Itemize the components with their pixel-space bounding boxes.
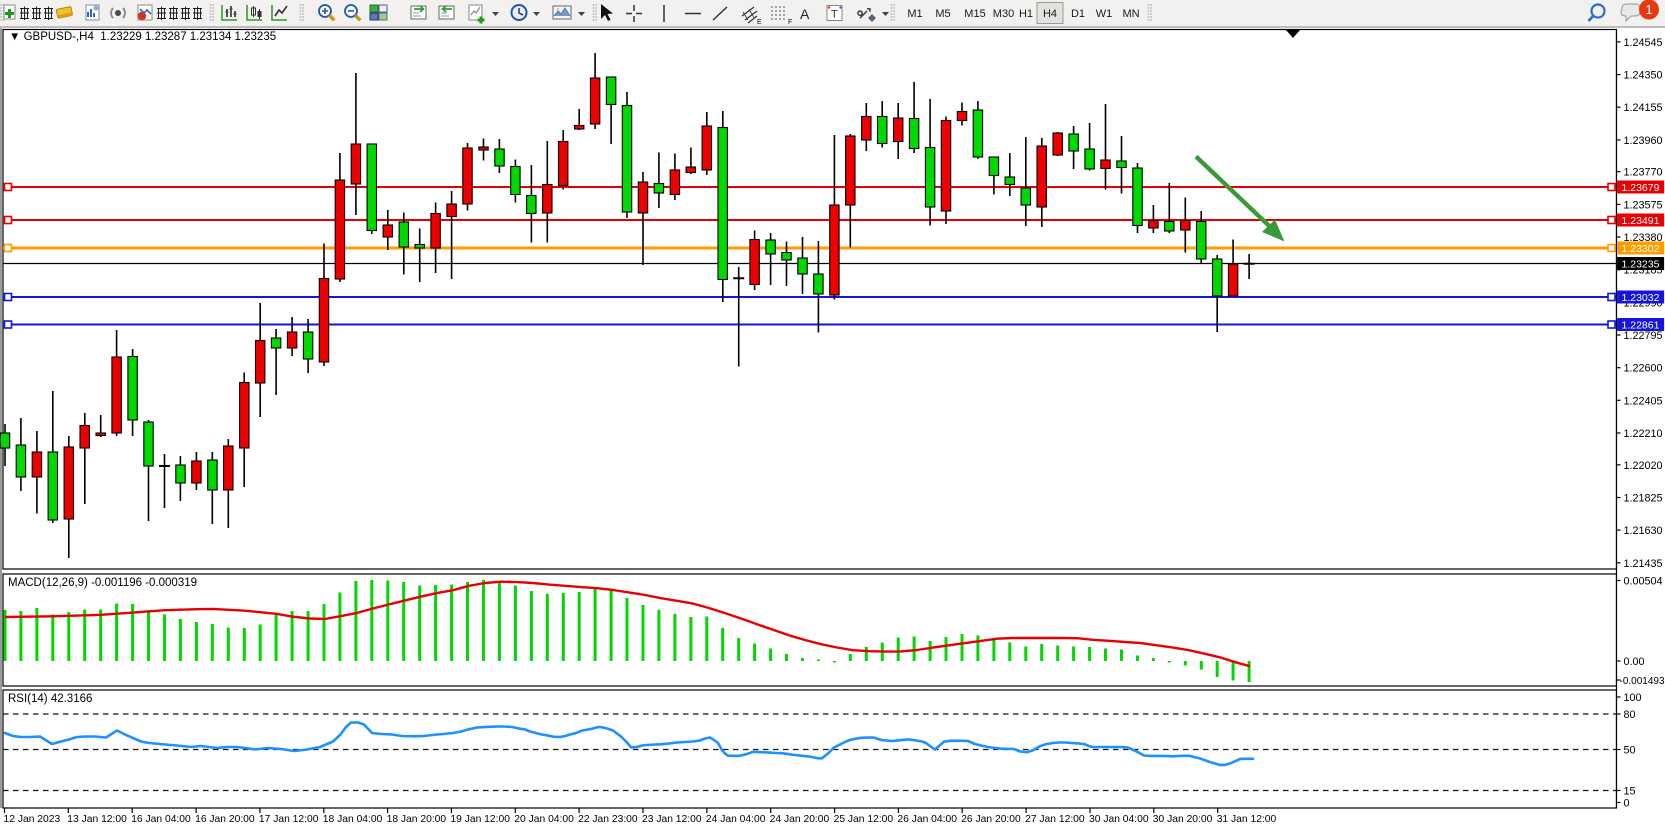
svg-text:30 Jan 04:00: 30 Jan 04:00 (1089, 814, 1149, 825)
svg-text:100: 100 (1624, 692, 1642, 704)
svg-text:80: 80 (1624, 709, 1636, 721)
svg-text:MN: MN (1122, 8, 1139, 20)
svg-text:A: A (800, 6, 810, 22)
svg-text:22 Jan 23:00: 22 Jan 23:00 (578, 814, 638, 825)
svg-text:1.23235: 1.23235 (1622, 259, 1660, 271)
svg-text:D1: D1 (1071, 8, 1085, 20)
svg-text:1.23575: 1.23575 (1624, 199, 1663, 211)
svg-text:F: F (788, 19, 792, 26)
svg-text:31 Jan 12:00: 31 Jan 12:00 (1217, 814, 1277, 825)
svg-text:MACD(12,26,9) -0.001196 -0.000: MACD(12,26,9) -0.001196 -0.000319 (8, 577, 197, 589)
svg-text:1.24545: 1.24545 (1624, 37, 1663, 49)
svg-text:23 Jan 12:00: 23 Jan 12:00 (642, 814, 702, 825)
svg-text:26 Jan 04:00: 26 Jan 04:00 (897, 814, 957, 825)
svg-text:-0.001493: -0.001493 (1620, 676, 1665, 687)
svg-text:25 Jan 12:00: 25 Jan 12:00 (834, 814, 894, 825)
svg-text:1.22861: 1.22861 (1622, 320, 1660, 332)
svg-text:1.23302: 1.23302 (1622, 243, 1660, 255)
svg-text:H1: H1 (1019, 8, 1033, 20)
svg-text:24 Jan 04:00: 24 Jan 04:00 (706, 814, 766, 825)
svg-text:50: 50 (1624, 745, 1636, 757)
svg-text:15: 15 (1624, 786, 1636, 798)
svg-text:▼ GBPUSD-,H4 1.23229 1.23287: ▼ GBPUSD-,H4 1.23229 1.23287 1.23134 1.2… (9, 31, 276, 43)
svg-text:1.23380: 1.23380 (1624, 232, 1663, 244)
svg-text:1.23679: 1.23679 (1622, 182, 1660, 194)
svg-text:1.22020: 1.22020 (1624, 460, 1663, 472)
svg-text:16 Jan 20:00: 16 Jan 20:00 (195, 814, 255, 825)
svg-text:20 Jan 04:00: 20 Jan 04:00 (514, 814, 574, 825)
svg-text:1.23770: 1.23770 (1624, 167, 1663, 179)
svg-text:24 Jan 20:00: 24 Jan 20:00 (770, 814, 830, 825)
svg-text:0.00504: 0.00504 (1624, 576, 1663, 588)
svg-text:1.23960: 1.23960 (1624, 135, 1663, 147)
svg-text:30 Jan 20:00: 30 Jan 20:00 (1153, 814, 1213, 825)
svg-text:T: T (831, 9, 838, 21)
svg-text:1.22210: 1.22210 (1624, 428, 1663, 440)
svg-text:1.24155: 1.24155 (1624, 102, 1663, 114)
svg-text:W1: W1 (1096, 8, 1113, 20)
svg-text:0.00: 0.00 (1624, 656, 1645, 668)
svg-text:M1: M1 (907, 8, 922, 20)
svg-text:1.21825: 1.21825 (1624, 493, 1663, 505)
svg-text:M5: M5 (935, 8, 950, 20)
svg-text:18 Jan 20:00: 18 Jan 20:00 (387, 814, 447, 825)
svg-text:27 Jan 12:00: 27 Jan 12:00 (1025, 814, 1085, 825)
svg-text:19 Jan 12:00: 19 Jan 12:00 (450, 814, 510, 825)
svg-text:17 Jan 12:00: 17 Jan 12:00 (259, 814, 319, 825)
svg-text:RSI(14) 42.3166: RSI(14) 42.3166 (8, 693, 92, 705)
svg-text:18 Jan 04:00: 18 Jan 04:00 (323, 814, 383, 825)
svg-text:13 Jan 12:00: 13 Jan 12:00 (67, 814, 127, 825)
svg-text:1.22795: 1.22795 (1624, 330, 1663, 342)
svg-text:1.24350: 1.24350 (1624, 70, 1663, 82)
svg-text:16 Jan 04:00: 16 Jan 04:00 (131, 814, 191, 825)
svg-text:1.22600: 1.22600 (1624, 363, 1663, 375)
svg-text:1.23491: 1.23491 (1622, 215, 1660, 227)
svg-text:1.21630: 1.21630 (1624, 525, 1663, 537)
svg-text:0: 0 (1624, 798, 1630, 810)
svg-text:M30: M30 (993, 8, 1014, 20)
svg-text:E: E (757, 19, 762, 26)
svg-text:1.22405: 1.22405 (1624, 395, 1663, 407)
svg-text:1.23032: 1.23032 (1622, 292, 1660, 304)
svg-text:H4: H4 (1043, 8, 1057, 20)
svg-text:1: 1 (1645, 2, 1652, 17)
svg-text:M15: M15 (964, 8, 985, 20)
svg-text:26 Jan 20:00: 26 Jan 20:00 (961, 814, 1021, 825)
svg-text:1.21435: 1.21435 (1624, 558, 1663, 570)
svg-text:12 Jan 2023: 12 Jan 2023 (4, 814, 61, 825)
